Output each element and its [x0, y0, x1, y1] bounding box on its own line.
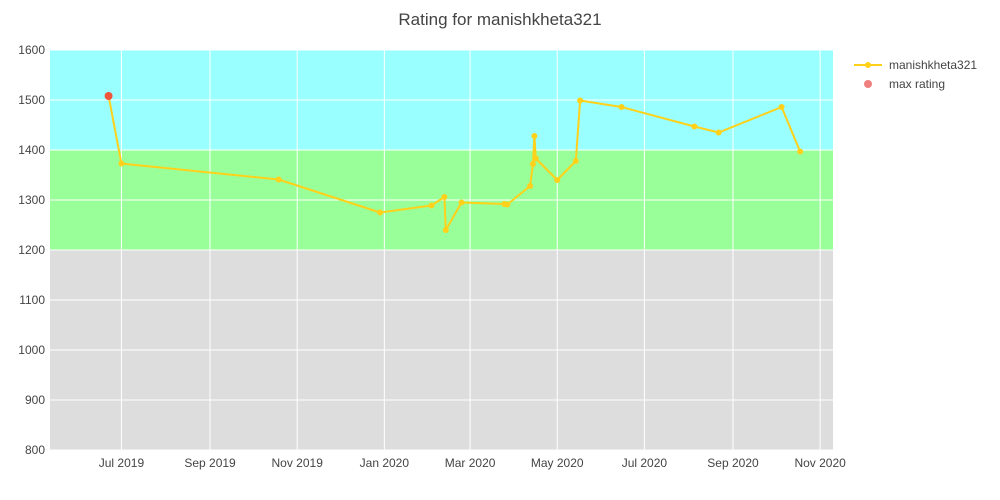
- series-point-user[interactable]: [572, 158, 579, 164]
- series-point-user[interactable]: [504, 201, 511, 208]
- series-point-user[interactable]: [118, 160, 125, 167]
- y-axis-ticks: 800 900 1000 1100 1200 1300 1400 1500 1600: [18, 43, 45, 457]
- grid-lines: [50, 49, 833, 451]
- y-tick-label: 1500: [18, 93, 45, 107]
- legend-label-user: manishkheta321: [889, 58, 977, 72]
- x-tick-label: Sep 2019: [184, 456, 236, 470]
- x-tick-label: May 2020: [531, 456, 584, 470]
- series-point-user[interactable]: [797, 148, 804, 155]
- max-rating-point[interactable]: [104, 92, 113, 100]
- series-point-user[interactable]: [458, 199, 465, 206]
- y-tick-label: 900: [25, 393, 45, 407]
- series-point-user[interactable]: [275, 176, 282, 183]
- series-point-user[interactable]: [778, 104, 785, 110]
- legend: manishkheta321 max rating: [854, 58, 977, 91]
- y-tick-label: 1200: [18, 243, 45, 257]
- series-point-user[interactable]: [428, 202, 435, 209]
- series-point-user[interactable]: [577, 97, 584, 104]
- y-tick-label: 1600: [18, 43, 45, 57]
- legend-marker-user: [865, 62, 871, 68]
- series-point-user[interactable]: [531, 133, 538, 139]
- x-axis-ticks: Jul 2019 Sep 2019 Nov 2019 Jan 2020 Mar 2020…: [99, 456, 846, 470]
- x-tick-label: Sep 2020: [707, 456, 759, 470]
- series-point-user[interactable]: [529, 161, 536, 167]
- y-tick-label: 1100: [19, 293, 45, 307]
- series-point-user[interactable]: [532, 155, 539, 162]
- x-tick-label: Nov 2020: [794, 456, 846, 470]
- y-tick-label: 1400: [18, 143, 45, 157]
- y-tick-label: 1300: [18, 193, 45, 207]
- series-point-user[interactable]: [441, 194, 448, 200]
- y-tick-label: 800: [25, 443, 45, 457]
- x-tick-label: Jul 2020: [622, 456, 668, 470]
- x-tick-label: Mar 2020: [445, 456, 496, 470]
- series-point-user[interactable]: [618, 104, 625, 110]
- legend-item-user[interactable]: manishkheta321: [854, 58, 977, 72]
- series-point-user[interactable]: [715, 129, 722, 136]
- series-line-user: [107, 95, 802, 231]
- legend-marker-max-rating: [864, 80, 872, 88]
- x-tick-label: Jan 2020: [360, 456, 410, 470]
- series-point-user[interactable]: [377, 209, 384, 216]
- series-point-user[interactable]: [527, 183, 534, 189]
- series-layer: [104, 92, 804, 233]
- series-point-user[interactable]: [691, 123, 698, 130]
- legend-item-max-rating[interactable]: max rating: [864, 77, 945, 91]
- x-tick-label: Jul 2019: [99, 456, 145, 470]
- series-point-user[interactable]: [442, 227, 449, 233]
- y-tick-label: 1000: [18, 343, 45, 357]
- chart-title: Rating for manishkheta321: [398, 10, 601, 29]
- x-tick-label: Nov 2019: [272, 456, 324, 470]
- legend-label-max-rating: max rating: [889, 77, 945, 91]
- series-point-user[interactable]: [554, 177, 561, 183]
